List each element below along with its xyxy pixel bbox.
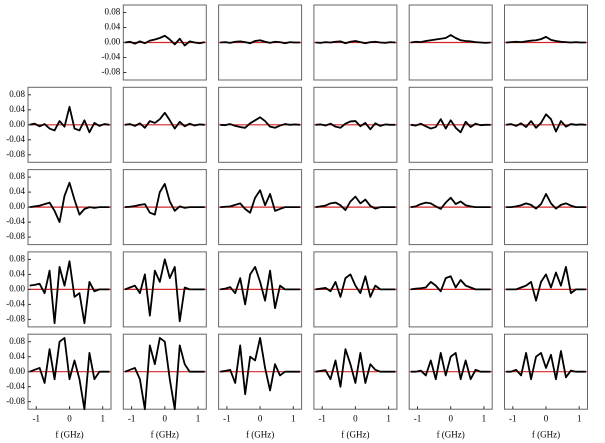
x-tick-label: 0 [544,413,549,423]
x-tick-label: 1 [577,413,582,423]
data-line [315,273,396,298]
x-axis-label: f (GHz) [532,429,560,439]
x-tick-label: 1 [482,413,487,423]
y-tick-label: 0.08 [105,7,121,17]
x-axis-label: f (GHz) [437,429,465,439]
x-tick-label: -1 [33,413,41,423]
x-tick-label: -1 [128,413,136,423]
y-tick-label: -0.04 [102,52,121,62]
y-tick-label: 0.04 [9,268,25,278]
x-axis-label: f (GHz) [55,429,83,439]
x-tick-label: 0 [353,413,358,423]
y-tick-label: -0.04 [6,216,25,226]
data-line [410,275,491,293]
y-tick-label: 0.00 [9,366,25,376]
data-line [29,181,110,223]
y-tick-label: -0.04 [6,298,25,308]
data-line [124,34,205,47]
x-tick-label: 1 [386,413,391,423]
data-line [506,113,586,133]
data-line [29,337,110,411]
data-line [410,34,491,44]
x-tick-label: 0 [448,413,453,423]
data-line [124,337,205,411]
y-tick-label: 0.04 [9,104,25,114]
y-tick-label: 0.04 [9,186,25,196]
x-tick-label: -1 [414,413,422,423]
data-line [220,337,300,396]
data-line [410,196,491,210]
x-tick-label: -1 [223,413,231,423]
x-tick-label: -1 [509,413,517,423]
data-line [124,182,205,216]
data-line [220,116,301,129]
y-tick-label: 0.00 [9,119,25,129]
x-axis-label: f (GHz) [151,429,179,439]
x-tick-label: 1 [100,413,105,423]
data-line [410,118,491,134]
data-line [124,258,205,323]
y-tick-label: 0.00 [9,283,25,293]
x-tick-label: -1 [318,413,326,423]
y-tick-label: 0.04 [9,351,25,361]
data-line [220,39,300,45]
y-tick-label: 0.04 [105,22,121,32]
data-line [506,266,586,302]
y-tick-label: -0.08 [6,313,25,323]
y-tick-label: -0.08 [6,231,25,241]
x-tick-label: 0 [258,413,263,423]
y-tick-label: -0.08 [6,149,25,159]
x-axis-label: f (GHz) [246,429,274,439]
data-line [410,352,491,381]
y-tick-label: 0.00 [9,201,25,211]
data-line [220,266,300,310]
x-tick-label: 1 [196,413,201,423]
data-line [315,195,396,211]
y-tick-label: 0.08 [9,253,25,263]
y-tick-label: 0.00 [105,37,121,47]
y-tick-label: 0.08 [9,171,25,181]
data-line [315,120,396,131]
data-line [29,105,110,134]
data-line [506,350,586,381]
data-line [506,35,586,44]
x-tick-label: 0 [163,413,168,423]
data-line [29,260,110,325]
y-tick-label: -0.04 [6,134,25,144]
data-line [124,111,205,130]
y-tick-label: -0.08 [6,396,25,406]
data-line [506,193,586,210]
data-line [220,189,300,214]
y-tick-label: 0.08 [9,89,25,99]
y-tick-label: -0.08 [102,67,121,77]
x-tick-label: 0 [67,413,72,423]
x-tick-label: 1 [291,413,296,423]
data-line [315,348,396,388]
y-tick-label: 0.08 [9,336,25,346]
data-line [315,40,396,45]
y-tick-label: -0.04 [6,381,25,391]
x-axis-label: f (GHz) [341,429,369,439]
